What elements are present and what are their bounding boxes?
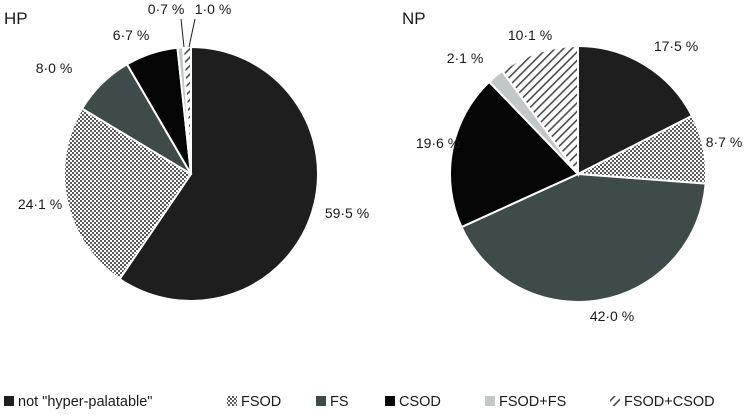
data-label-hp-fsod: 24·1 % [18, 196, 62, 212]
data-label-hp-fs: 8·0 % [36, 60, 73, 76]
legend-label-not-hyper-palatable: not "hyper-palatable" [18, 394, 152, 410]
data-label-hp-fsod-csod: 1·0 % [195, 1, 232, 17]
pie-np: 17·5 % 8·7 % 42·0 % 19·6 % 2·1 % 10·1 % [416, 27, 742, 324]
pie-slice-hp-not-hyper-palatable [118, 45, 319, 302]
pie-slice-np-fsod-csod [500, 44, 579, 178]
legend-swatch-fsod [227, 396, 237, 406]
legend-swatch-fsod-fs [485, 396, 495, 406]
leader-line [188, 18, 196, 48]
data-label-np-not-hyper-palatable: 17·5 % [654, 38, 698, 54]
pie-slice-np-fs [460, 172, 707, 303]
pie-hp: 59·5 % 24·1 % 8·0 % 6·7 % 0·7 % 1·0 % [18, 1, 369, 302]
legend-label-csod: CSOD [399, 394, 441, 410]
data-label-hp-not-hyper-palatable: 59·5 % [325, 205, 369, 221]
legend-label-fsod-csod: FSOD+CSOD [624, 394, 715, 410]
pie-slice-np-csod [449, 80, 580, 229]
data-label-np-csod: 19·6 % [416, 135, 460, 151]
chart-title-hp: HP [4, 9, 28, 28]
legend-swatch-fs [316, 396, 326, 406]
pie-slice-hp-fsod-csod [181, 45, 192, 175]
legend: not "hyper-palatable" FSOD FS CSOD FSOD+FS FS… [4, 394, 715, 410]
chart-title-np: NP [402, 9, 426, 28]
data-label-np-fsod-csod: 10·1 % [508, 27, 552, 43]
data-label-hp-fsod-fs: 0·7 % [148, 1, 185, 17]
legend-swatch-not-hyper-palatable [4, 396, 14, 406]
legend-label-fsod-fs: FSOD+FS [499, 394, 566, 410]
data-label-hp-csod: 6·7 % [113, 27, 150, 43]
data-label-np-fsod: 8·7 % [706, 134, 743, 150]
legend-label-fsod: FSOD [241, 394, 281, 410]
data-label-np-fs: 42·0 % [590, 308, 634, 324]
leader-line [180, 18, 185, 48]
pie-slice-hp-fsod [63, 107, 193, 281]
data-label-np-fsod-fs: 2·1 % [447, 50, 484, 66]
pie-slice-np-not-hyper-palatable [577, 44, 694, 176]
legend-label-fs: FS [330, 394, 349, 410]
legend-swatch-csod [385, 396, 395, 406]
legend-swatch-fsod-csod [610, 396, 620, 406]
